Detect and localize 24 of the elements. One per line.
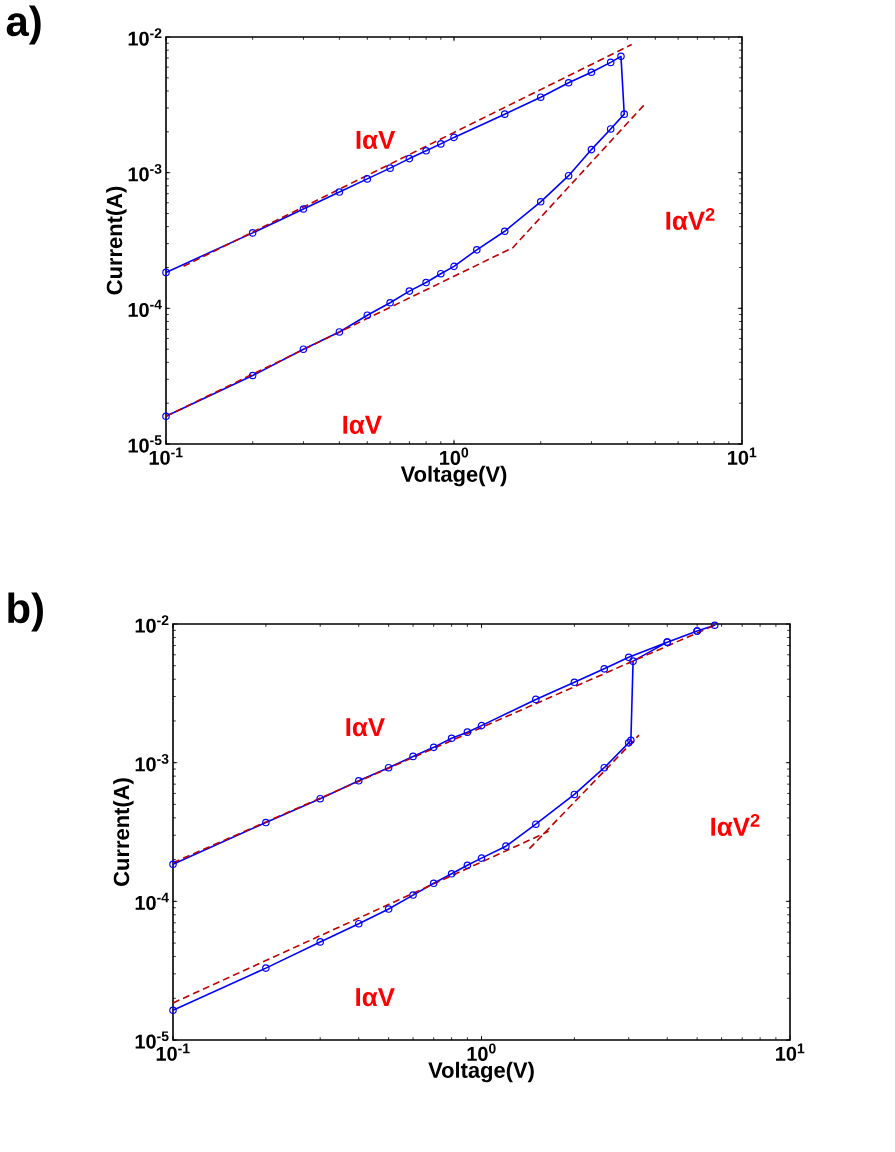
chart-title: b) <box>8 592 43 632</box>
x-axis-title: Voltage(V) <box>400 465 507 487</box>
annotation: IαV$^{2}$ <box>666 207 715 230</box>
annotation: IαV$^{2}$ <box>711 814 760 836</box>
y-tick-label: 10$^{-3}$ <box>128 163 162 182</box>
x-tick-label: 10$^{0}$ <box>440 447 469 465</box>
y-tick-label: 10$^{-2}$ <box>128 28 162 46</box>
y-axis-title: Current(A) <box>113 778 134 886</box>
annotation: IαV <box>356 130 396 150</box>
y-axis-title: Current(A) <box>106 186 127 295</box>
x-tick-label: 10$^{1}$ <box>776 1043 805 1061</box>
x-axis-title: Voltage(V) <box>428 1061 534 1083</box>
x-tick-label: 10$^{-1}$ <box>156 1043 190 1061</box>
x-tick-label: 10$^{0}$ <box>467 1043 496 1061</box>
y-tick-label: 10$^{-4}$ <box>135 892 169 910</box>
annotation: IαV <box>356 988 395 1007</box>
x-tick-label: 10$^{-1}$ <box>149 447 183 465</box>
y-tick-label: 10$^{-2}$ <box>135 615 169 633</box>
annotation: IαV <box>343 415 382 434</box>
x-tick-label: 10$^{1}$ <box>728 447 757 465</box>
annotation: IαV <box>346 718 385 737</box>
y-tick-label: 10$^{-3}$ <box>135 753 169 772</box>
chart-title: a) <box>6 5 41 45</box>
y-tick-label: 10$^{-4}$ <box>128 299 162 317</box>
